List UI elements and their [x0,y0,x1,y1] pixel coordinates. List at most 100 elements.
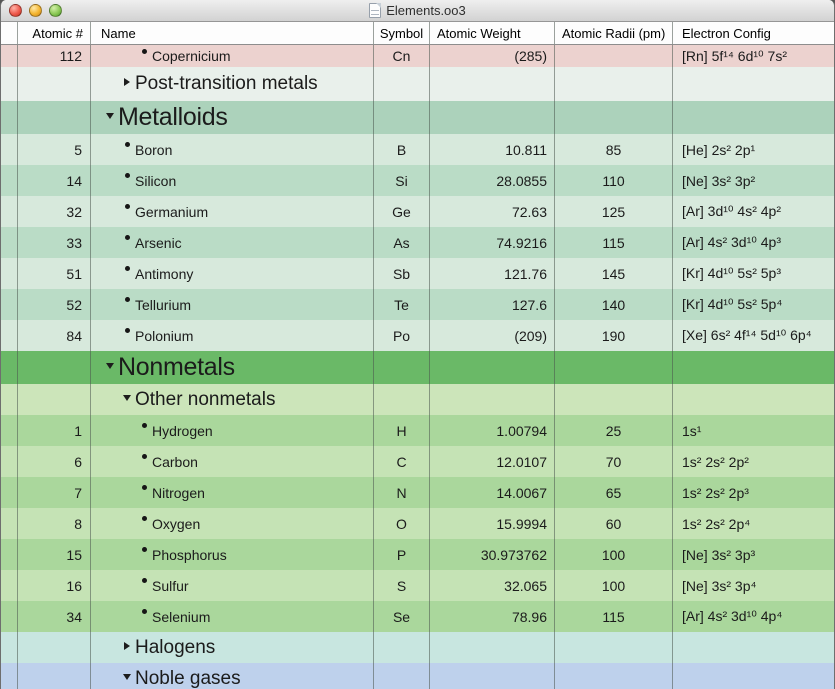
electron-config-cell[interactable] [673,351,834,384]
atomic-radii-cell[interactable]: 190 [555,320,673,351]
outline-row[interactable]: Halogens [1,632,834,663]
atomic-radii-cell[interactable] [555,384,673,415]
outline-row[interactable]: 51 Antimony Sb 121.76 145 [Kr] 4d¹⁰ 5s² … [1,258,834,289]
row-label[interactable]: Sulfur [152,577,189,594]
atomic-weight-cell[interactable]: 12.0107 [430,446,555,477]
atomic-weight-cell[interactable]: 30.973762 [430,539,555,570]
atomic-weight-cell[interactable]: 127.6 [430,289,555,320]
atomic-weight-cell[interactable]: 10.811 [430,134,555,165]
atomic-weight-cell[interactable]: 72.63 [430,196,555,227]
outline-row[interactable]: 32 Germanium Ge 72.63 125 [Ar] 3d¹⁰ 4s² … [1,196,834,227]
name-cell[interactable]: Sulfur [91,570,374,601]
name-cell[interactable]: Phosphorus [91,539,374,570]
symbol-cell[interactable]: As [374,227,430,258]
outline-row[interactable]: 112 Copernicium Cn (285) [Rn] 5f¹⁴ 6d¹⁰ … [1,45,834,67]
name-cell[interactable]: Boron [91,134,374,165]
atomic-weight-cell[interactable] [430,663,555,689]
electron-config-cell[interactable]: [Ar] 3d¹⁰ 4s² 4p² [682,203,781,219]
atomic-number-cell[interactable]: 15 [18,539,91,570]
electron-config-cell[interactable]: [Ne] 3s² 3p⁴ [682,577,757,594]
atomic-weight-cell[interactable] [430,101,555,134]
bullet-icon[interactable] [136,490,152,495]
bullet-icon[interactable] [136,459,152,464]
atomic-radii-cell[interactable]: 140 [555,289,673,320]
atomic-radii-cell[interactable] [555,663,673,689]
atomic-weight-cell[interactable]: 28.0855 [430,165,555,196]
bullet-icon[interactable] [119,178,135,183]
atomic-number-cell[interactable]: 7 [18,477,91,508]
disclosure-triangle-icon[interactable] [119,397,135,403]
row-label[interactable]: Phosphorus [152,546,227,563]
atomic-number-cell[interactable]: 1 [18,415,91,446]
atomic-weight-cell[interactable]: 121.76 [430,258,555,289]
atomic-radii-cell[interactable] [555,45,673,67]
bullet-icon[interactable] [119,240,135,245]
outline-row[interactable]: 6 Carbon C 12.0107 70 1s² 2s² 2p² [1,446,834,477]
bullet-icon[interactable] [136,428,152,433]
row-label[interactable]: Nitrogen [152,484,205,501]
column-header-name[interactable]: Name [91,22,374,44]
row-label[interactable]: Hydrogen [152,422,213,439]
row-label[interactable]: Antimony [135,265,194,282]
outline-row[interactable]: Nonmetals [1,351,834,384]
atomic-number-cell[interactable]: 52 [18,289,91,320]
atomic-number-cell[interactable]: 112 [18,45,91,67]
row-label[interactable]: Tellurium [135,296,192,313]
atomic-weight-cell[interactable] [430,632,555,663]
atomic-number-cell[interactable] [18,632,91,663]
atomic-radii-cell[interactable]: 65 [555,477,673,508]
row-label[interactable]: Noble gases [135,667,241,689]
symbol-cell[interactable] [374,632,430,663]
name-cell[interactable]: Germanium [91,196,374,227]
outline-row[interactable]: 7 Nitrogen N 14.0067 65 1s² 2s² 2p³ [1,477,834,508]
atomic-radii-cell[interactable]: 60 [555,508,673,539]
electron-config-cell[interactable]: 1s² 2s² 2p⁴ [682,515,751,532]
name-cell[interactable]: Other nonmetals [91,384,374,415]
bullet-icon[interactable] [119,147,135,152]
atomic-number-cell[interactable]: 32 [18,196,91,227]
atomic-radii-cell[interactable] [555,67,673,101]
outline-row[interactable]: Post-transition metals [1,67,834,101]
outline-row[interactable]: 5 Boron B 10.811 85 [He] 2s² 2p¹ [1,134,834,165]
row-label[interactable]: Arsenic [135,234,182,251]
atomic-number-cell[interactable]: 8 [18,508,91,539]
bullet-icon[interactable] [136,614,152,619]
symbol-cell[interactable]: H [374,415,430,446]
name-cell[interactable]: Noble gases [91,663,374,689]
name-cell[interactable]: Selenium [91,601,374,632]
atomic-weight-cell[interactable] [430,67,555,101]
electron-config-cell[interactable] [673,632,834,663]
symbol-cell[interactable]: O [374,508,430,539]
electron-config-cell[interactable]: [Rn] 5f¹⁴ 6d¹⁰ 7s² [682,47,787,64]
row-label[interactable]: Carbon [152,453,198,470]
name-cell[interactable]: Oxygen [91,508,374,539]
column-header-atomic-weight[interactable]: Atomic Weight [430,22,555,44]
disclosure-triangle-icon[interactable] [119,80,135,88]
close-button[interactable] [9,4,22,17]
electron-config-cell[interactable] [673,663,834,689]
column-header-atomic-radii[interactable]: Atomic Radii (pm) [555,22,673,44]
electron-config-cell[interactable]: [Ne] 3s² 3p² [682,172,756,189]
atomic-number-cell[interactable] [18,384,91,415]
bullet-icon[interactable] [119,271,135,276]
row-label[interactable]: Other nonmetals [135,388,276,410]
symbol-cell[interactable] [374,67,430,101]
atomic-radii-cell[interactable]: 115 [555,601,673,632]
outline-row[interactable]: 15 Phosphorus P 30.973762 100 [Ne] 3s² 3… [1,539,834,570]
bullet-icon[interactable] [136,521,152,526]
row-label[interactable]: Oxygen [152,515,201,532]
name-cell[interactable]: Polonium [91,320,374,351]
outline-row[interactable]: 14 Silicon Si 28.0855 110 [Ne] 3s² 3p² [1,165,834,196]
electron-config-cell[interactable]: [Ne] 3s² 3p³ [682,546,756,563]
row-label[interactable]: Polonium [135,327,194,344]
symbol-cell[interactable]: Si [374,165,430,196]
column-header-atomic-number[interactable]: Atomic # [18,22,91,44]
name-cell[interactable]: Hydrogen [91,415,374,446]
outline-row[interactable]: 1 Hydrogen H 1.00794 25 1s¹ [1,415,834,446]
atomic-number-cell[interactable]: 6 [18,446,91,477]
outline-row[interactable]: 33 Arsenic As 74.9216 115 [Ar] 4s² 3d¹⁰ … [1,227,834,258]
row-label[interactable]: Boron [135,141,173,158]
atomic-number-cell[interactable]: 33 [18,227,91,258]
atomic-radii-cell[interactable]: 145 [555,258,673,289]
row-label[interactable]: Copernicium [152,48,231,64]
